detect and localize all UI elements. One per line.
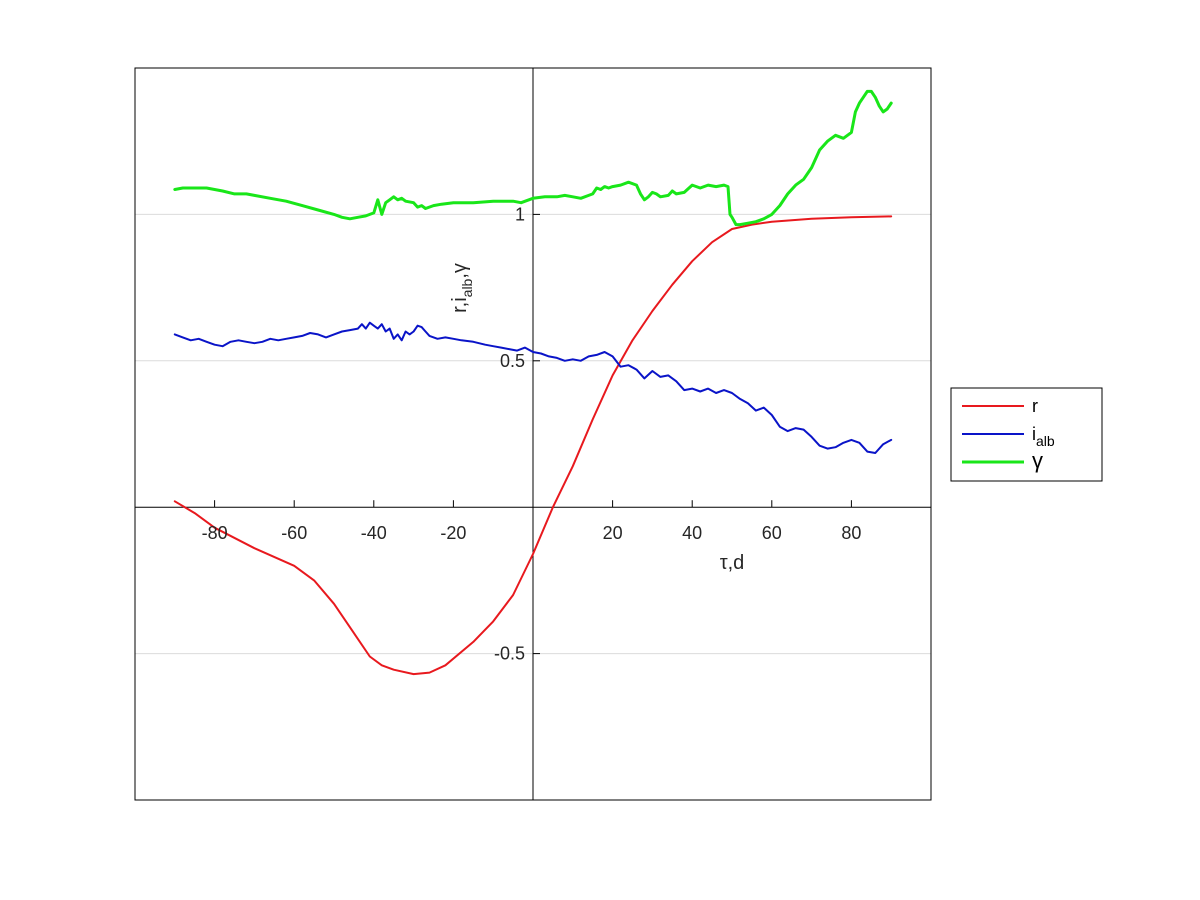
x-tick-label: 20	[603, 523, 623, 543]
legend-label-i_alb: ialb	[1032, 424, 1055, 449]
legend-label-gamma: γ	[1032, 448, 1043, 473]
y-axis-label-main: r,i	[449, 297, 471, 313]
y-tick-label: -0.5	[494, 644, 525, 664]
y-axis-label-tail: ,γ	[449, 263, 471, 279]
legend-label-r: r	[1032, 396, 1038, 416]
x-tick-label: 80	[841, 523, 861, 543]
series-line-i_alb	[173, 321, 893, 454]
tick-labels: -80 -60 -40 -20 20 40 60 80 -0.5 0.5 1	[202, 204, 862, 663]
axes	[135, 68, 931, 800]
x-tick-label: 40	[682, 523, 702, 543]
y-tick-label: 0.5	[500, 351, 525, 371]
x-tick-label: -60	[281, 523, 307, 543]
x-tick-label: 60	[762, 523, 782, 543]
series-line-r	[173, 215, 893, 676]
y-axis-label: r,ialb,γ	[449, 263, 475, 313]
x-tick-label: -40	[361, 523, 387, 543]
series-line-gamma	[173, 89, 893, 227]
series-lines	[173, 89, 893, 676]
x-tick-label: -80	[202, 523, 228, 543]
x-tick-label: -20	[440, 523, 466, 543]
y-tick-label: 1	[515, 204, 525, 224]
y-axis-label-subscript: alb	[459, 278, 475, 297]
x-axis-label: τ,d	[720, 552, 745, 574]
